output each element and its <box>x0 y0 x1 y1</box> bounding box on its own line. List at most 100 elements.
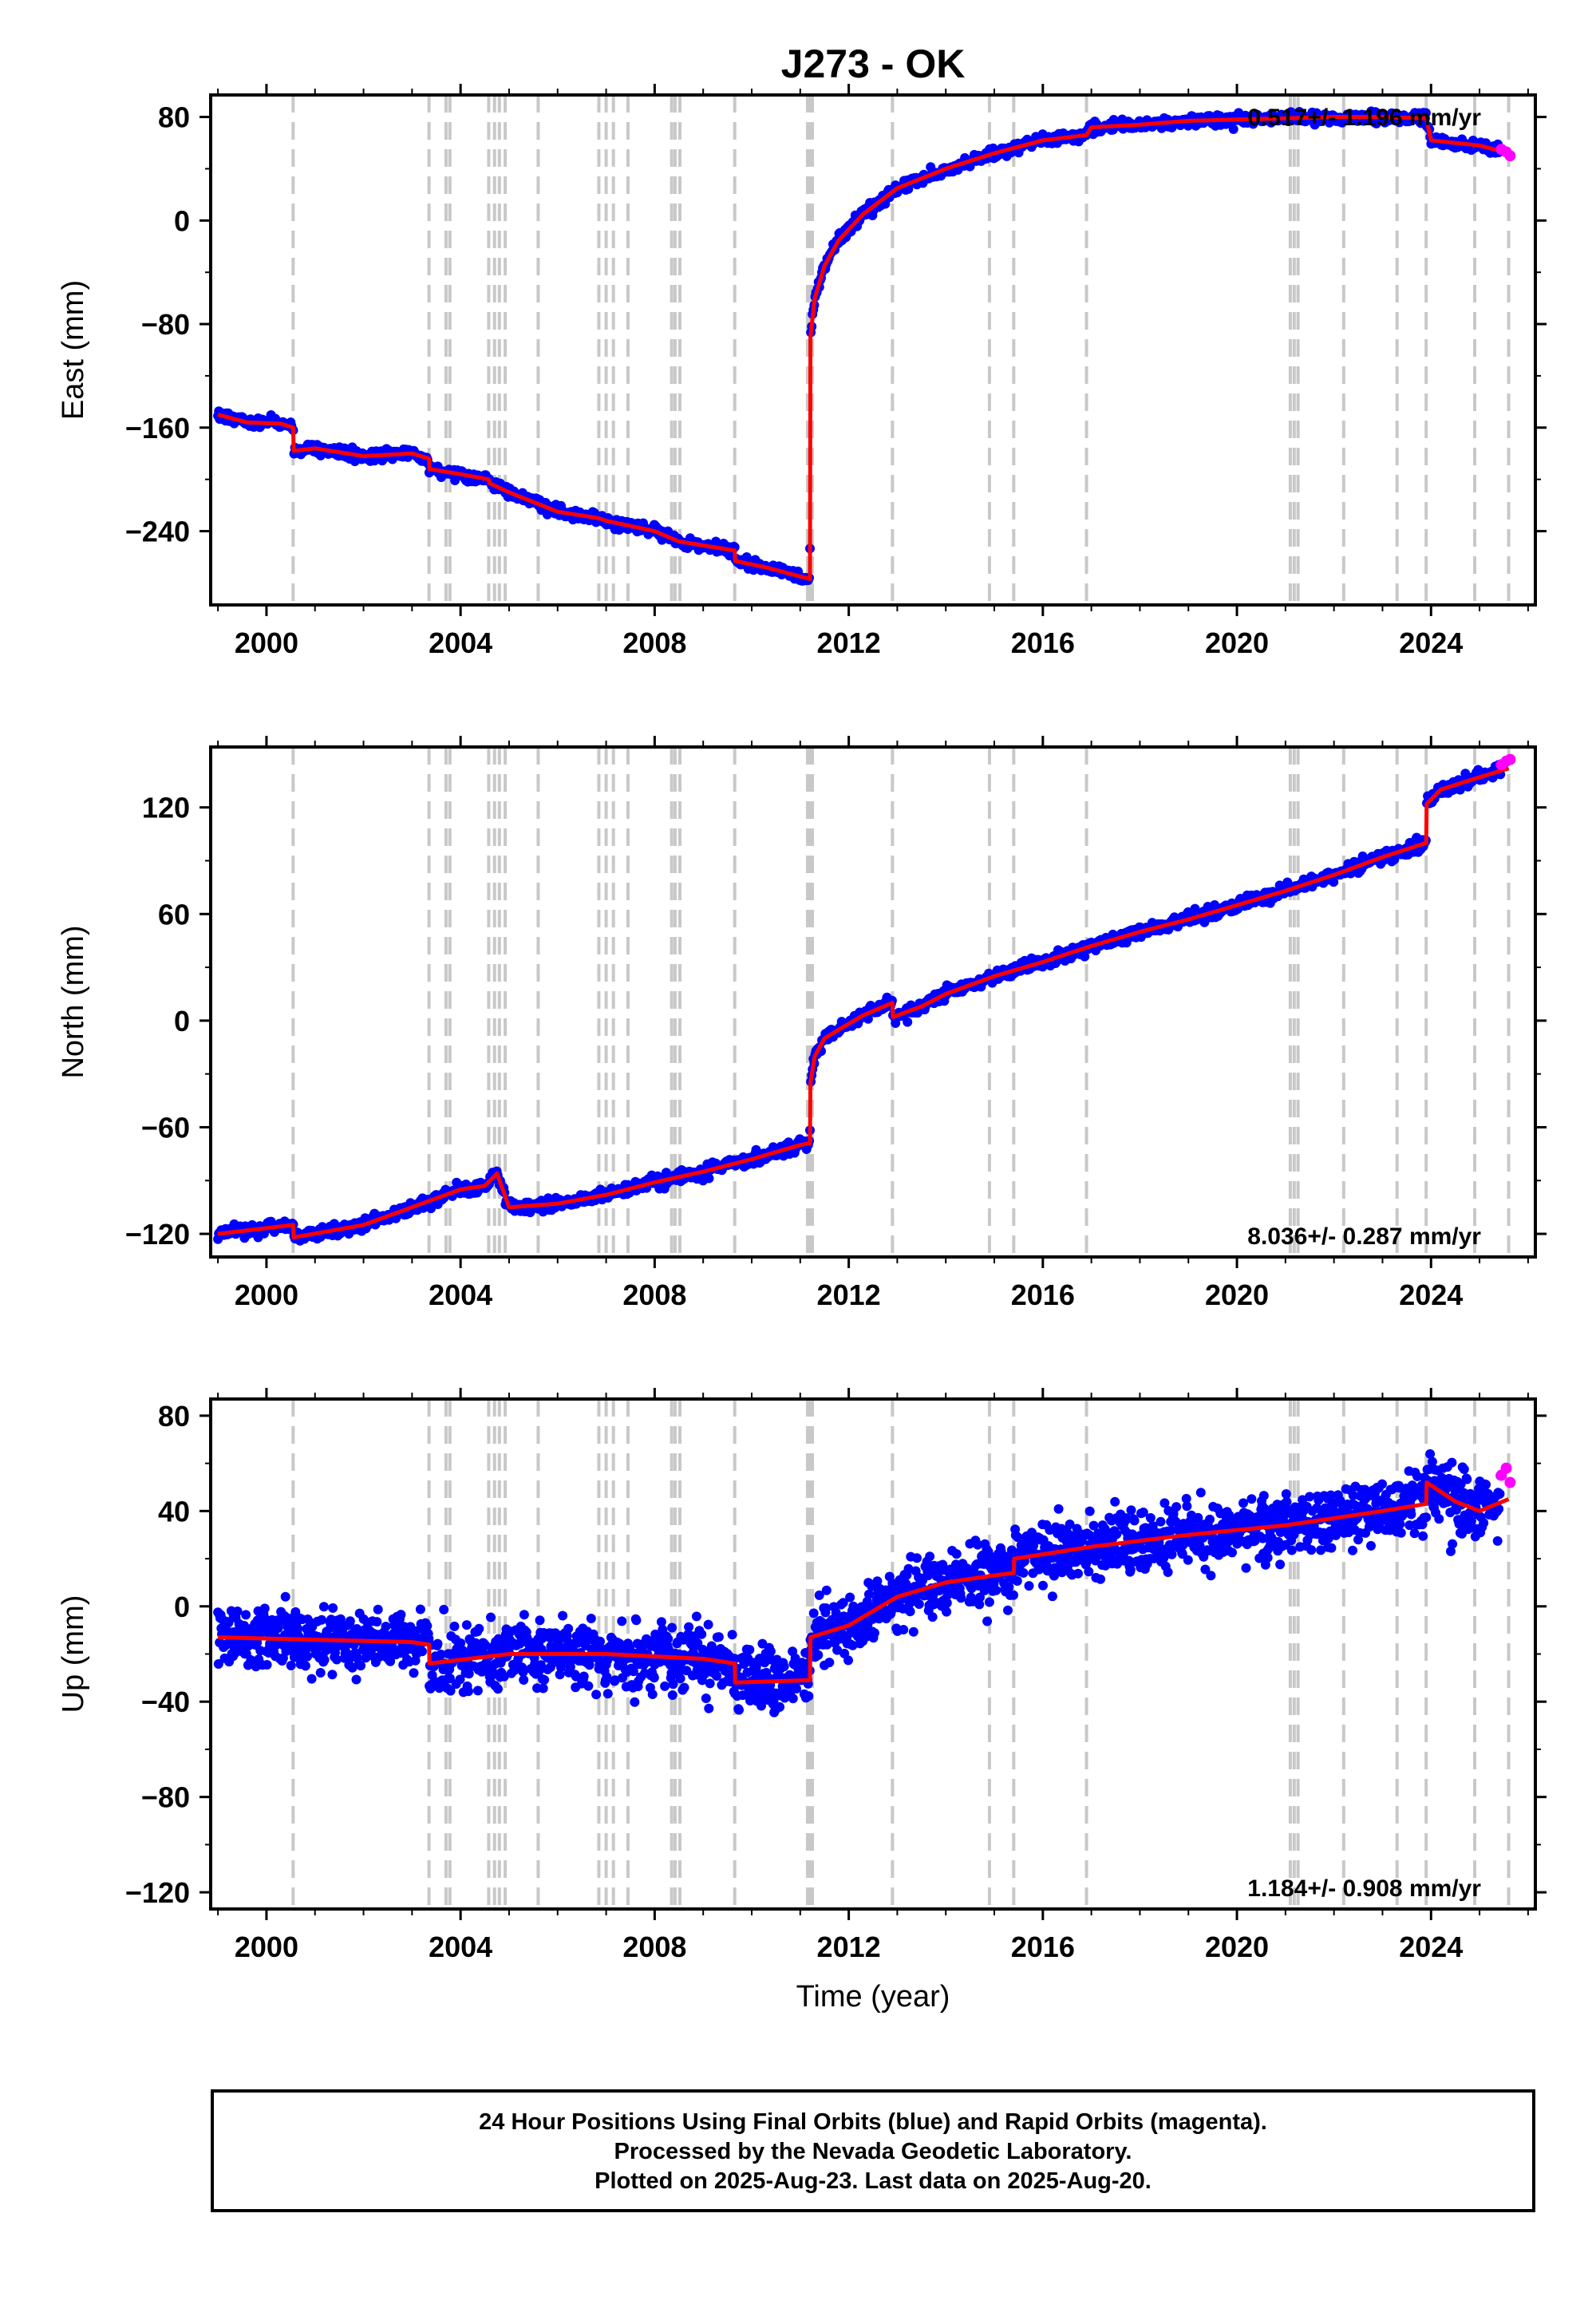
data-point <box>1129 1516 1140 1526</box>
data-point <box>351 1674 361 1685</box>
data-point <box>713 1632 724 1642</box>
data-point <box>327 1670 338 1680</box>
data-point <box>241 1610 251 1620</box>
y-tick-label: 60 <box>158 898 190 931</box>
data-point <box>704 1703 714 1713</box>
data-point <box>449 1621 460 1631</box>
data-point <box>814 1590 824 1600</box>
data-point <box>925 1551 935 1562</box>
data-point <box>444 1674 455 1683</box>
data-point <box>1159 1498 1170 1508</box>
data-point <box>315 1668 326 1678</box>
data-point <box>280 1591 290 1602</box>
data-point <box>701 1694 711 1703</box>
data-point <box>535 1660 546 1670</box>
data-point <box>1009 1590 1018 1600</box>
data-point <box>293 1623 303 1634</box>
data-point <box>757 1701 766 1711</box>
data-point <box>832 1645 843 1655</box>
data-point <box>631 1615 642 1626</box>
data-point <box>1420 108 1431 118</box>
data-point <box>729 1654 740 1664</box>
data-point <box>1073 1568 1083 1579</box>
data-point <box>464 1669 474 1679</box>
data-point <box>792 1684 801 1694</box>
final-orbit-points <box>213 760 1506 1246</box>
data-point <box>417 1646 427 1657</box>
rapid-orbit-points <box>1495 753 1516 771</box>
data-point <box>660 1681 670 1691</box>
data-point <box>535 1615 545 1626</box>
data-point <box>1096 1574 1105 1584</box>
data-point <box>602 1672 612 1682</box>
data-point <box>649 1673 659 1683</box>
data-point <box>779 1662 789 1672</box>
y-tick-label: 120 <box>142 792 190 824</box>
data-point <box>982 1616 993 1626</box>
data-point <box>433 1638 443 1649</box>
data-point <box>663 1634 674 1644</box>
data-point <box>458 1646 468 1656</box>
data-point <box>1227 1547 1237 1558</box>
data-point <box>734 1705 744 1715</box>
data-point <box>539 1674 550 1685</box>
data-point <box>1013 1532 1023 1543</box>
data-point <box>1018 1567 1029 1578</box>
data-point <box>563 1623 574 1634</box>
data-point <box>1205 1514 1215 1524</box>
data-point <box>213 1659 223 1669</box>
data-point <box>1065 1520 1075 1529</box>
data-point <box>974 1599 985 1610</box>
data-point <box>262 1660 272 1670</box>
data-point <box>869 1628 879 1638</box>
data-point <box>914 1599 924 1609</box>
data-point <box>1080 951 1090 962</box>
data-point <box>1088 1520 1099 1531</box>
final-orbit-points <box>213 106 1506 586</box>
data-point <box>684 1622 694 1632</box>
data-point <box>675 1674 685 1684</box>
data-point <box>760 1658 770 1668</box>
data-point <box>956 1593 966 1603</box>
y-tick-label: −240 <box>125 516 190 548</box>
data-point <box>1329 877 1339 887</box>
data-point <box>345 1616 355 1626</box>
x-tick-label: 2004 <box>429 626 492 659</box>
data-point <box>843 1655 853 1666</box>
data-point <box>822 1639 832 1650</box>
data-point <box>499 1671 509 1682</box>
x-tick-label: 2012 <box>817 626 881 659</box>
data-point <box>474 1623 484 1634</box>
data-point <box>610 1675 620 1686</box>
data-point <box>486 1612 496 1622</box>
data-point <box>583 1681 594 1691</box>
velocity-rate: 0.517+/- 1.196 mm/yr <box>1247 105 1481 131</box>
x-tick-label: 2008 <box>622 1279 686 1311</box>
data-point <box>558 1611 568 1621</box>
data-point <box>668 1679 678 1690</box>
rapid-orbit-points <box>1495 144 1516 162</box>
rapid-point <box>1504 753 1516 765</box>
data-point <box>1126 1505 1136 1516</box>
data-point <box>538 1683 548 1694</box>
data-point <box>831 1607 841 1618</box>
data-point <box>656 1617 666 1627</box>
y-tick-label: 0 <box>174 1005 190 1037</box>
data-point <box>555 1670 565 1680</box>
data-point <box>765 1646 776 1657</box>
data-point <box>464 1686 473 1697</box>
data-point <box>1241 1563 1251 1573</box>
y-tick-label: 80 <box>158 101 190 134</box>
plot-frame <box>209 745 1537 1259</box>
data-point <box>1195 1488 1206 1498</box>
data-point <box>1047 1591 1057 1602</box>
data-point <box>239 1621 249 1630</box>
data-point <box>415 1604 425 1614</box>
data-point <box>1167 1549 1177 1559</box>
plot-frame <box>209 93 1537 607</box>
data-point <box>775 1701 785 1712</box>
data-point <box>617 1616 627 1626</box>
data-point <box>1206 1571 1216 1581</box>
data-point <box>317 1614 327 1625</box>
